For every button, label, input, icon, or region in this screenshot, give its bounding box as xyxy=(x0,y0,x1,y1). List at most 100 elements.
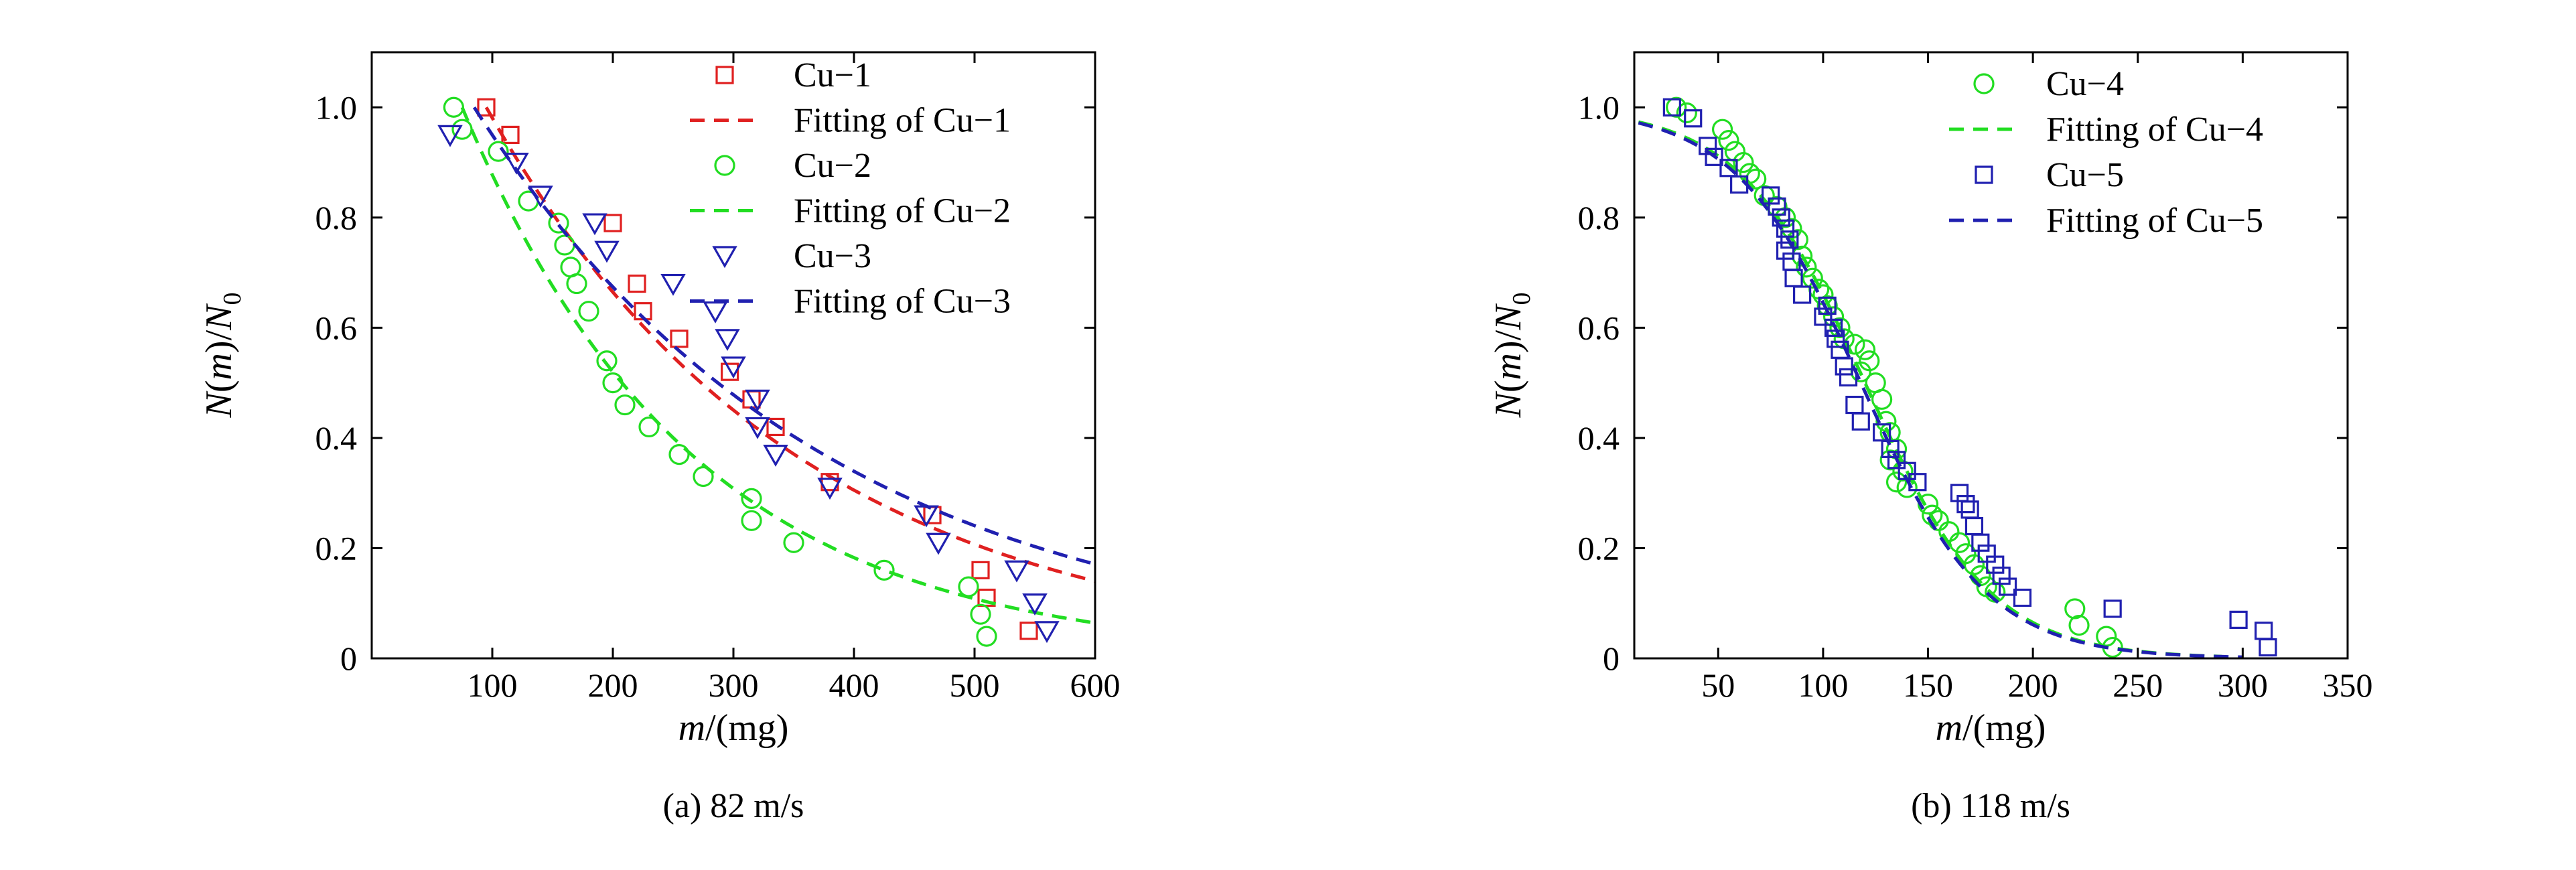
chart-a-xtick-label-4: 500 xyxy=(950,666,1000,704)
chart-b-series0-point-1 xyxy=(1676,102,1697,124)
chart-a-series4-point-17 xyxy=(1034,621,1060,644)
chart-a-series4-point-0 xyxy=(437,125,463,147)
chart-b-series2-point-30 xyxy=(1956,495,1975,514)
chart-a-legend-marker-0 xyxy=(715,66,734,84)
chart-b-series2-point-26 xyxy=(1887,451,1906,469)
chart-b-ytick-label-3: 0.6 xyxy=(1578,309,1620,346)
chart-a-series4-point-8 xyxy=(721,356,746,379)
chart-b-fit-line-3 xyxy=(1638,121,2243,658)
chart-b-series0-point-39 xyxy=(1948,532,1971,553)
chart-b-series2-point-14 xyxy=(1792,285,1812,304)
chart-a-xtick-label-5: 600 xyxy=(1070,666,1121,704)
chart-a-series2-point-2 xyxy=(488,141,509,162)
chart-a-series2-point-1 xyxy=(451,119,473,140)
chart-a-legend-label-3: Fitting of Cu−2 xyxy=(794,192,1011,230)
chart-b-xtick-label-4: 250 xyxy=(2113,666,2163,704)
chart-b-series2-point-21 xyxy=(1839,368,1858,387)
chart-b-legend-label-1: Fitting of Cu−4 xyxy=(2046,111,2263,149)
chart-a-series4-point-15 xyxy=(1004,560,1029,583)
chart-b-series2-point-9 xyxy=(1776,219,1795,238)
chart-a-series4-point-11 xyxy=(763,444,788,467)
chart-a-series2-point-14 xyxy=(693,465,714,488)
chart-b-ticks: 50 100 150 200 250 300 350 0 0.2 0.4 0.6 0.8 1.0 xyxy=(1578,52,2373,704)
chart-b-series0-point-15 xyxy=(1802,267,1823,289)
chart-b-series0-point-3 xyxy=(1718,130,1739,151)
chart-b-series2-point-3 xyxy=(1705,147,1723,166)
chart-b-series2-point-40 xyxy=(2229,610,2248,630)
chart-a-series0-point-5 xyxy=(670,330,689,348)
chart-a-series4-point-6 xyxy=(703,301,728,323)
chart-a-series2-point-8 xyxy=(578,301,599,322)
chart-b-legend-label-3: Fitting of Cu−5 xyxy=(2046,202,2263,240)
chart-b-xtick-label-2: 150 xyxy=(1903,666,1953,704)
chart-b-series0-point-0 xyxy=(1666,96,1687,118)
chart-a-fit-line-1 xyxy=(484,106,1095,583)
chart-a-plot-frame xyxy=(370,51,1096,660)
chart-a-xtick-label-0: 100 xyxy=(468,666,518,704)
chart-a-series4-point-4 xyxy=(594,240,620,263)
chart-b-y-axis-label: N(m)/N0 xyxy=(1488,292,1536,418)
chart-a-ytick-label-3: 0.6 xyxy=(315,309,358,346)
chart-b-legend-label-0: Cu−4 xyxy=(2046,65,2124,103)
chart-b-xtick-label-1: 100 xyxy=(1798,666,1848,704)
chart-a-series2-point-11 xyxy=(614,394,636,416)
chart-b-ytick-label-2: 0.4 xyxy=(1578,419,1620,457)
chart-b-series0-point-27 xyxy=(1871,388,1893,410)
chart-b-series2-point-1 xyxy=(1684,109,1703,128)
chart-a-series2-point-7 xyxy=(566,273,587,295)
chart-b-ytick-label-4: 0.8 xyxy=(1578,199,1620,236)
chart-b-series2-point-10 xyxy=(1780,230,1799,249)
chart-b-x-axis-label: m/(mg) xyxy=(1936,707,2046,749)
chart-a-legend-label-1: Fitting of Cu−1 xyxy=(794,102,1011,140)
chart-a-series0-point-3 xyxy=(628,274,646,293)
chart-a-ticks: 100 200 300 400 500 600 0 0.2 0.4 0.6 0.8 1.0 xyxy=(315,52,1121,704)
chart-b-series2-point-2 xyxy=(1699,137,1717,155)
chart-b-series2-point-22 xyxy=(1845,395,1864,415)
chart-a-fit-line-3 xyxy=(460,106,1095,625)
chart-a-series4-point-3 xyxy=(582,213,607,236)
chart-a-fit-line-5 xyxy=(472,106,1095,566)
chart-b-series0-point-22 xyxy=(1844,334,1865,355)
chart-a-series4-point-14 xyxy=(926,532,951,555)
chart-a-series2-point-4 xyxy=(548,212,569,234)
chart-b-legend-marker-2 xyxy=(1975,165,1993,184)
chart-b-series0-point-2 xyxy=(1711,119,1733,140)
chart-a-series2-point-5 xyxy=(554,234,575,256)
chart-b-series0-point-5 xyxy=(1733,151,1754,173)
chart-b-legend: Cu−4 Fitting of Cu−4 Cu−5 Fitting of Cu−5 xyxy=(1949,65,2263,240)
chart-a-series4-point-7 xyxy=(715,329,740,352)
chart-a-series2-point-10 xyxy=(602,372,624,394)
chart-a-series0-point-13 xyxy=(1019,622,1038,640)
chart-b-series0-point-45 xyxy=(2064,598,2086,620)
chart-b-ytick-label-0: 0 xyxy=(1603,640,1620,677)
chart-a-y-axis-label: N(m)/N0 xyxy=(198,292,246,418)
chart-b: 50 100 150 200 250 300 350 0 0.2 0.4 0.6 0.8 1.0 Cu−… xyxy=(1488,51,2373,825)
chart-a-xtick-label-2: 300 xyxy=(709,666,759,704)
chart-b-xtick-label-6: 350 xyxy=(2323,666,2373,704)
chart-a-legend-label-2: Cu−2 xyxy=(794,147,871,185)
chart-b-series2-point-16 xyxy=(1814,307,1833,326)
chart-a-xtick-label-1: 200 xyxy=(588,666,638,704)
chart-a-series4-point-12 xyxy=(817,478,843,500)
chart-b-xtick-label-5: 300 xyxy=(2218,666,2268,704)
chart-a-series4-point-16 xyxy=(1022,593,1048,615)
chart-b-series2-point-6 xyxy=(1762,186,1780,205)
chart-a-ytick-label-2: 0.4 xyxy=(315,419,358,457)
chart-b-ytick-label-1: 0.2 xyxy=(1578,529,1620,567)
chart-a: 100 200 300 400 500 600 0 0.2 0.4 0.6 0.8 1.0 Cu−1 F… xyxy=(198,51,1121,825)
chart-b-xtick-label-3: 200 xyxy=(2008,666,2058,704)
chart-b-series2-point-42 xyxy=(2259,638,2277,657)
chart-a-ytick-label-0: 0 xyxy=(340,640,357,677)
chart-a-legend-label-4: Cu−3 xyxy=(794,237,871,275)
chart-a-ytick-label-1: 0.2 xyxy=(315,529,358,567)
chart-b-series2-point-0 xyxy=(1662,98,1681,117)
chart-b-series2-point-37 xyxy=(1998,577,2017,596)
chart-b-marks xyxy=(1638,96,2277,658)
chart-a-series2-point-0 xyxy=(443,96,465,118)
chart-b-series0-point-46 xyxy=(2068,615,2090,636)
chart-a-series0-point-2 xyxy=(603,214,622,232)
chart-b-legend-label-2: Cu−5 xyxy=(2046,156,2124,194)
chart-a-series2-point-9 xyxy=(596,350,618,372)
chart-a-series0-point-8 xyxy=(766,417,785,437)
